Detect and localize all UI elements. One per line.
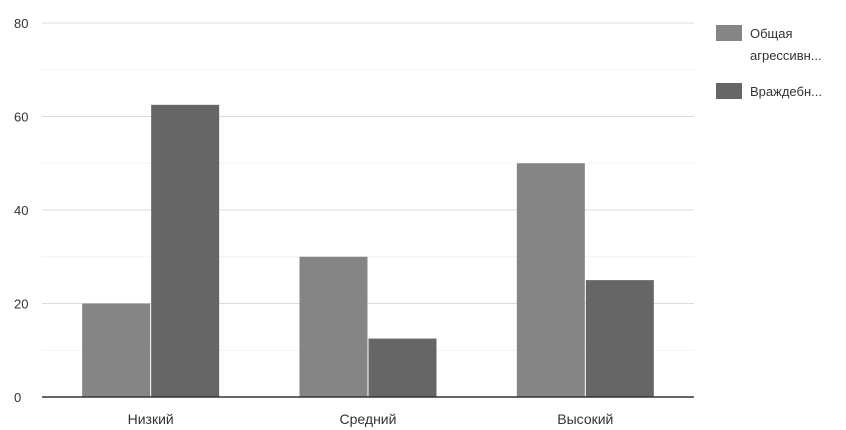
legend-swatch-series-1 (716, 25, 742, 41)
x-axis-category-labels: Низкий Средний Высокий (128, 411, 614, 427)
legend-item-series-2[interactable]: Враждебн... (716, 83, 822, 99)
legend: Общая агрессивн... Враждебн... (716, 25, 822, 99)
y-tick-label: 20 (14, 297, 28, 312)
y-tick-label: 80 (14, 16, 28, 31)
bar-2-1 (151, 104, 220, 397)
bar-2-3 (585, 280, 654, 397)
grid-lines (42, 22, 694, 351)
bar-2-2 (368, 338, 437, 397)
bars (82, 104, 654, 397)
legend-label-series-1-line2: агрессивн... (750, 48, 822, 63)
bar-1-2 (299, 256, 368, 397)
bar-1-1 (82, 303, 151, 397)
y-tick-label: 60 (14, 110, 28, 125)
legend-item-series-1[interactable]: Общая агрессивн... (716, 25, 822, 63)
y-axis-tick-labels: 0 20 40 60 80 (14, 16, 28, 405)
legend-label-series-1-line1: Общая (750, 26, 793, 41)
y-tick-label: 0 (14, 390, 21, 405)
legend-swatch-series-2 (716, 83, 742, 99)
y-tick-label: 40 (14, 203, 28, 218)
legend-label-series-2: Враждебн... (750, 84, 822, 99)
x-category-label: Низкий (128, 411, 174, 427)
bar-1-3 (516, 163, 585, 397)
x-category-label: Средний (340, 411, 397, 427)
x-category-label: Высокий (557, 411, 613, 427)
